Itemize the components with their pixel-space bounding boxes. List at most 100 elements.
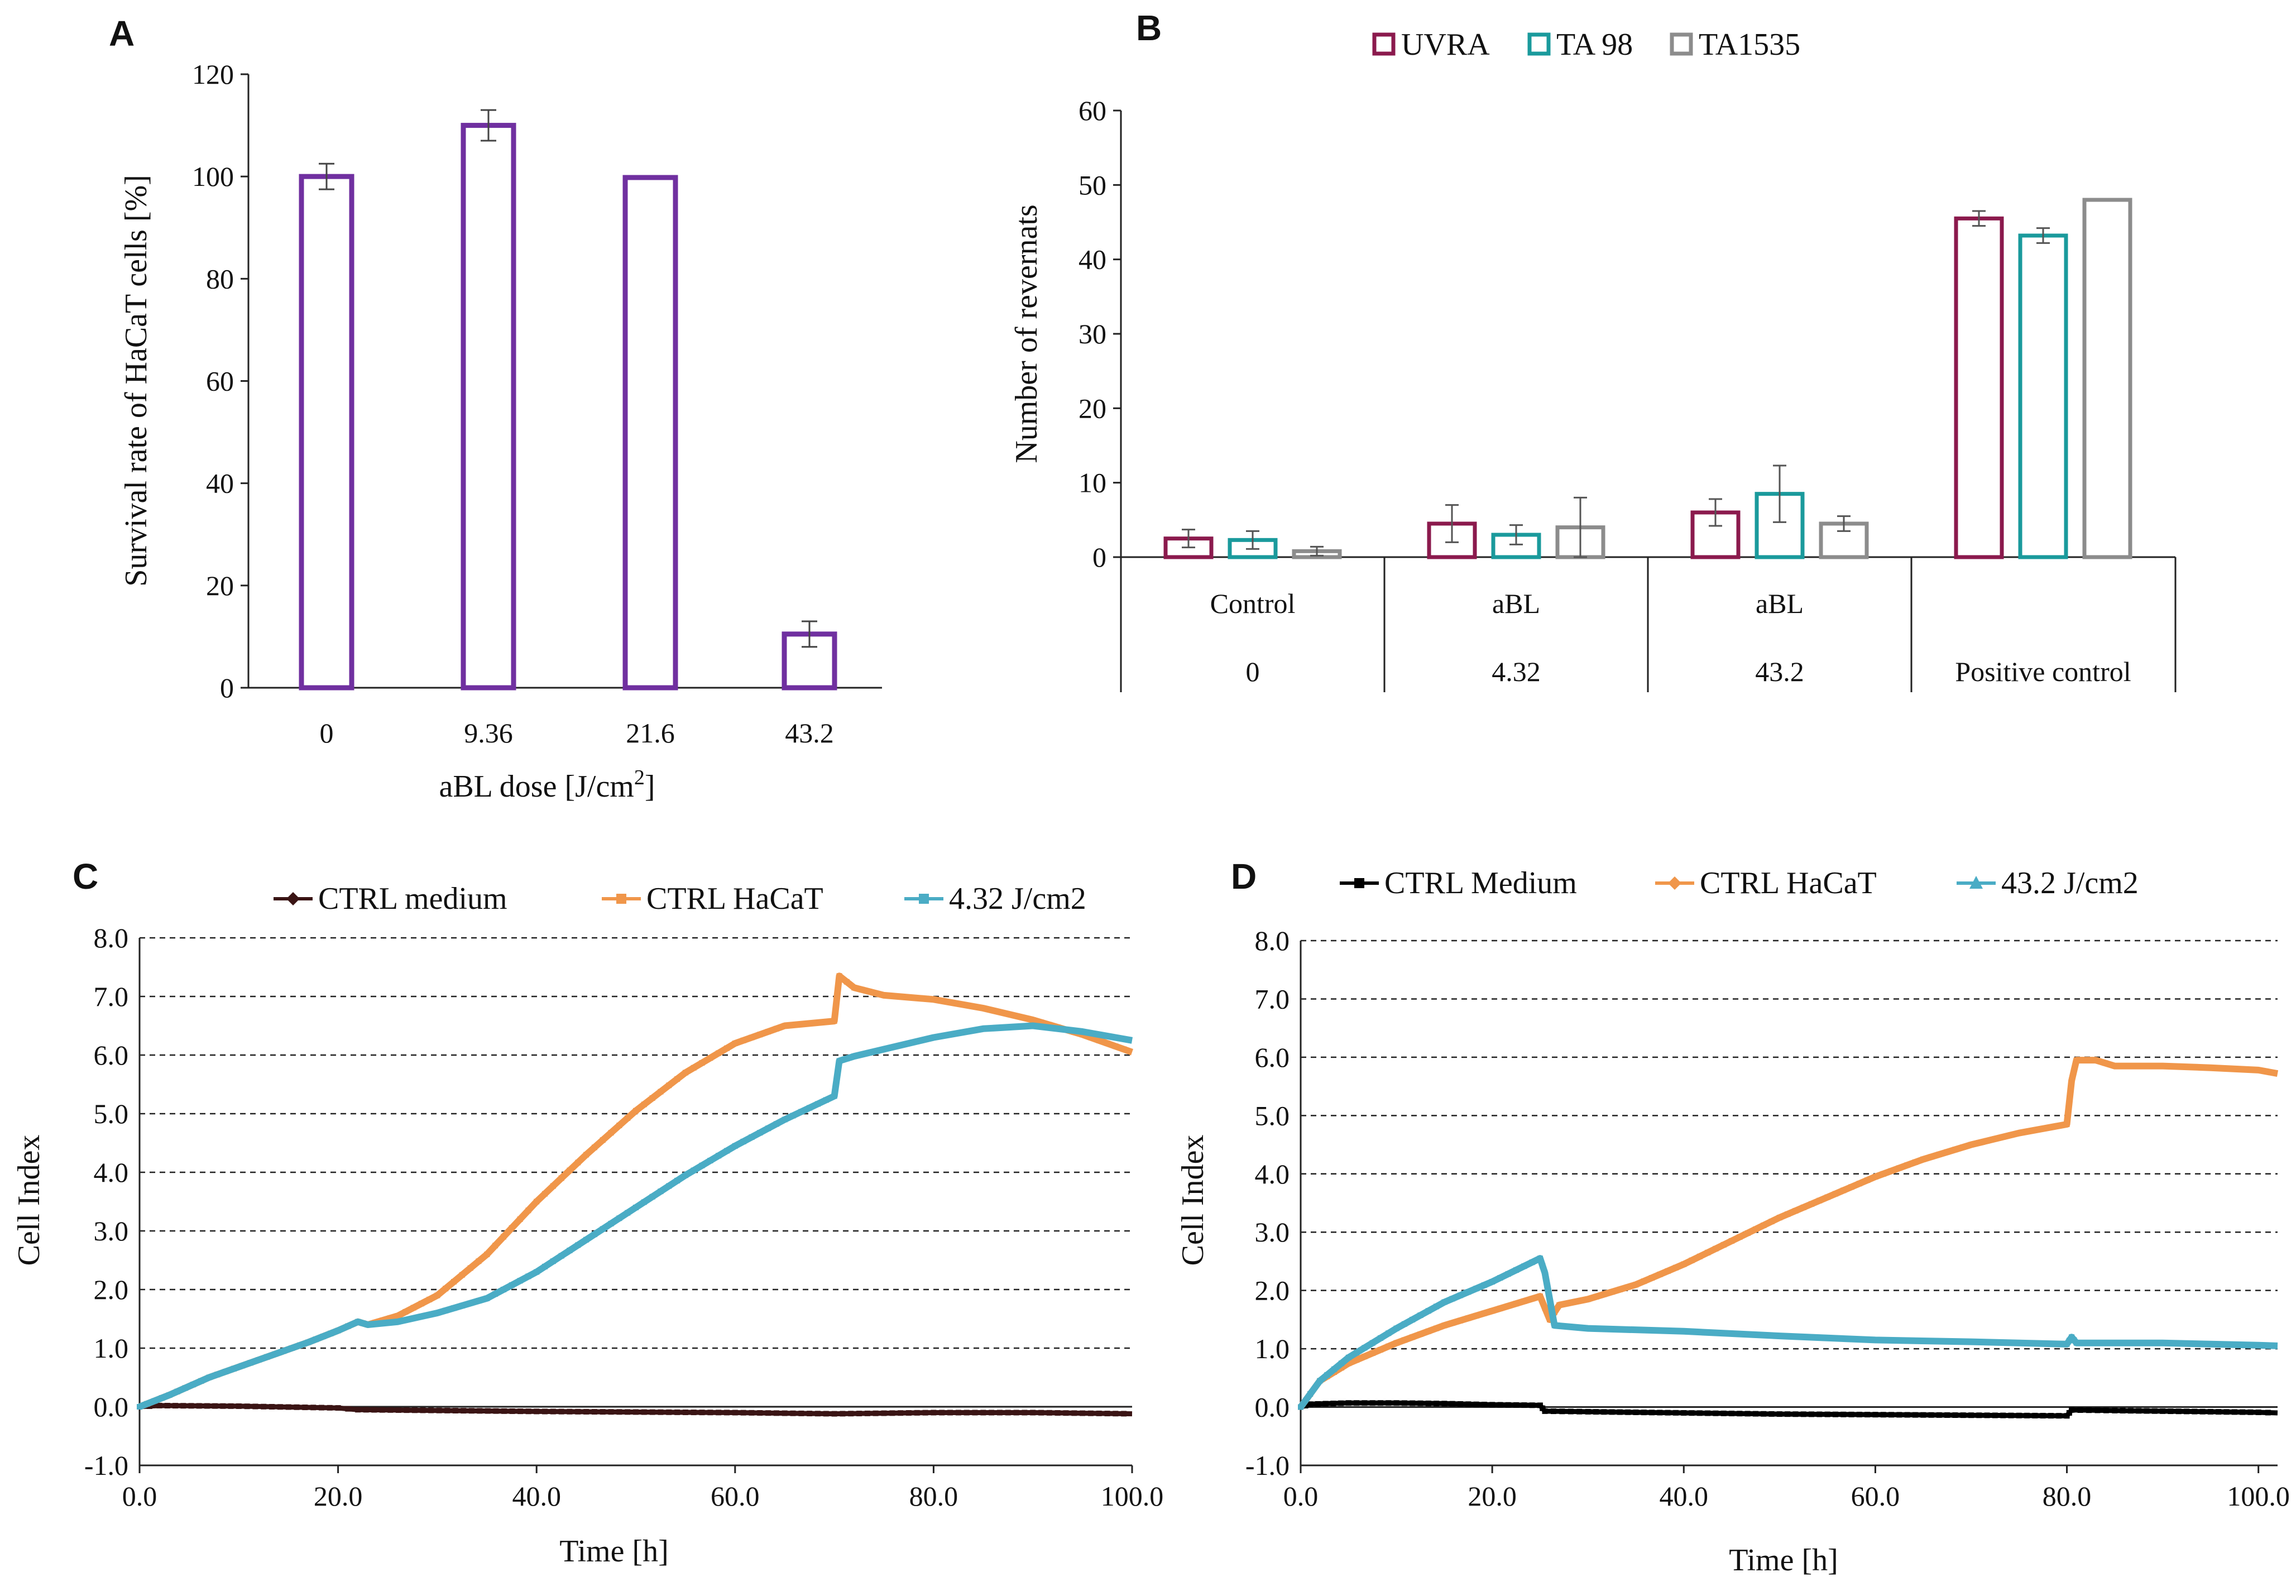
panel-a-x-tick-label: 21.6 <box>626 717 675 749</box>
panel-d-legend-marker <box>1668 876 1681 890</box>
panel-d-data-point <box>1672 1410 1679 1416</box>
panel-d-data-point <box>1393 1325 1399 1331</box>
panel-d-data-point <box>1744 1230 1751 1236</box>
panel-c-data-point <box>428 1407 434 1413</box>
panel-d-data-point <box>1776 1215 1782 1221</box>
panel-c-data-point <box>881 992 887 998</box>
panel-c-data-point <box>1030 1023 1036 1029</box>
panel-d-x-tick-label: 60.0 <box>1851 1480 1900 1512</box>
panel-c-data-point <box>591 1144 597 1151</box>
panel-d-data-point <box>2192 1064 2198 1070</box>
panel-c-data-point <box>836 973 842 979</box>
panel-d-data-point <box>2136 1340 2142 1346</box>
panel-a-bar <box>299 174 354 691</box>
panel-d-data-point <box>1689 1257 1695 1263</box>
panel-c-data-point <box>691 1167 697 1173</box>
panel-d-data-point <box>1720 1410 1727 1416</box>
panel-c-data-point <box>1096 1410 1102 1416</box>
panel-d-data-point <box>1696 1329 1703 1335</box>
panel-d-data-point <box>1705 1410 1711 1416</box>
panel-d-data-point <box>2223 1066 2230 1072</box>
panel-c-data-point <box>723 1045 730 1051</box>
panel-d-data-point <box>1601 1291 1607 1297</box>
panel-d-data-point <box>1856 1336 1862 1343</box>
panel-d-data-point <box>1564 1301 1570 1307</box>
panel-c-data-point <box>989 1007 995 1013</box>
panel-c-data-point <box>914 995 920 1001</box>
panel-d-data-point <box>2216 1065 2222 1071</box>
panel-c-data-point <box>558 1175 564 1181</box>
panel-c-legend-marker <box>919 894 929 904</box>
panel-c-data-point <box>335 1327 341 1334</box>
panel-d-data-point <box>2168 1408 2174 1415</box>
panel-c-data-point <box>567 1167 573 1173</box>
panel-d-data-point <box>1345 1354 1351 1360</box>
panel-d-data-point <box>1393 1400 1399 1406</box>
panel-d-data-point <box>1776 1333 1782 1339</box>
panel-c-data-point <box>732 1410 738 1416</box>
panel-c-data-point <box>318 1405 324 1411</box>
panel-d-data-point <box>2016 1412 2022 1418</box>
panel-c-data-point <box>905 1041 912 1046</box>
panel-c-data-point <box>204 1403 210 1409</box>
panel-c-data-point <box>410 1315 416 1321</box>
panel-d-data-point <box>1585 1325 1591 1331</box>
panel-c-data-point <box>939 1410 945 1416</box>
panel-a-y-tick-label: 0 <box>220 672 234 703</box>
panel-d-data-point <box>1752 1332 1758 1338</box>
panel-b-category-sublabel: Positive control <box>1955 656 2131 687</box>
panel-d-data-point <box>2086 1407 2092 1413</box>
panel-c-data-point <box>666 1183 672 1189</box>
panel-d-data-point <box>1449 1296 1455 1302</box>
panel-c-data-point <box>1022 1015 1028 1021</box>
panel-c-data-point <box>674 1177 680 1183</box>
panel-d-data-point <box>2000 1339 2006 1345</box>
panel-d-data-point <box>1800 1204 1806 1210</box>
panel-d-data-point <box>1542 1305 1548 1311</box>
panel-d-data-point <box>2265 1410 2271 1416</box>
panel-d-data-point <box>2024 1340 2030 1346</box>
panel-d-y-label: Cell Index <box>1176 1135 1210 1266</box>
panel-d-data-point <box>1880 1171 1886 1177</box>
panel-d-data-point <box>2083 1057 2089 1063</box>
panel-b-bar <box>1954 216 2004 559</box>
panel-d-data-point <box>1330 1401 1336 1407</box>
panel-c-data-point <box>633 1205 639 1210</box>
panel-d-data-point <box>1547 1316 1553 1322</box>
panel-d-data-point <box>1744 1411 1751 1417</box>
panel-c-data-point <box>387 1320 393 1326</box>
panel-c-data-point <box>964 1002 970 1008</box>
panel-d-data-point <box>2231 1341 2237 1348</box>
panel-d-y-tick-label: -1.0 <box>1245 1450 1290 1481</box>
panel-c-data-point <box>345 1323 351 1329</box>
panel-c-data-point <box>280 1348 286 1354</box>
panel-c-data-point <box>426 1312 433 1318</box>
panel-c-data-point <box>310 1405 317 1411</box>
panel-d-data-point <box>1625 1409 1631 1415</box>
panel-c-data-point <box>174 1388 180 1394</box>
panel-c-data-point <box>575 1408 581 1415</box>
panel-c-data-point <box>371 1407 377 1413</box>
panel-d-data-point <box>1505 1271 1511 1277</box>
panel-d-data-point <box>1601 1326 1607 1332</box>
panel-d-data-point <box>1824 1335 1830 1341</box>
panel-d-data-point <box>1832 1191 1838 1197</box>
panel-d-data-point <box>1593 1293 1599 1300</box>
panel-d-data-point <box>1920 1156 1926 1162</box>
panel-d-x-tick-label: 40.0 <box>1660 1480 1709 1512</box>
panel-d-data-point <box>1386 1343 1392 1349</box>
panel-d-data-point <box>1720 1330 1727 1336</box>
panel-c-data-point <box>989 1025 995 1031</box>
panel-c-data-point <box>591 1231 597 1238</box>
panel-d-data-point <box>1377 1335 1383 1341</box>
panel-d-y-tick-label: 7.0 <box>1255 983 1290 1014</box>
panel-c-data-point <box>156 1402 162 1408</box>
panel-d-data-point <box>2000 1134 2006 1140</box>
panel-b-y-tick-label: 30 <box>1079 318 1106 349</box>
panel-b-legend-label: UVRA <box>1401 27 1490 62</box>
panel-c-data-point <box>864 1410 870 1416</box>
panel-d-data-point <box>1665 1268 1671 1274</box>
panel-d-data-point <box>1984 1138 1990 1144</box>
panel-c-data-point <box>834 995 840 1001</box>
panel-d-data-point <box>1657 1410 1663 1416</box>
